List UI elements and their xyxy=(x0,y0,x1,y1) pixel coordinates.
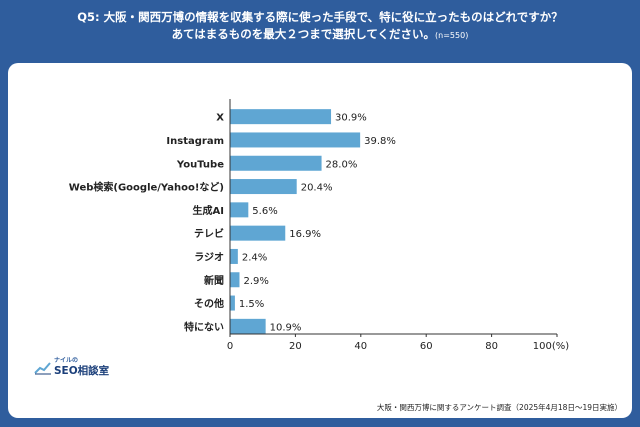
data-label: 1.5% xyxy=(239,299,264,310)
data-label: 10.9% xyxy=(270,322,302,333)
bar xyxy=(230,318,266,334)
bar xyxy=(230,295,235,311)
bar xyxy=(230,109,332,125)
logo-text: SEO相談室 xyxy=(54,365,110,377)
x-tick-label: 20 xyxy=(289,341,302,352)
x-tick-label: 40 xyxy=(354,341,367,352)
category-label: Instagram xyxy=(166,136,224,147)
data-label: 5.6% xyxy=(252,206,277,217)
category-label: YouTube xyxy=(176,159,224,170)
x-tick-label: 0 xyxy=(227,341,233,352)
data-label: 28.0% xyxy=(326,159,358,170)
data-label: 30.9% xyxy=(335,113,367,124)
x-tick-label: 80 xyxy=(485,341,498,352)
trend-chart-icon xyxy=(34,362,51,375)
category-label: X xyxy=(216,113,224,124)
bar xyxy=(230,272,240,288)
category-label: ラジオ xyxy=(194,251,224,263)
category-label: 新聞 xyxy=(204,274,224,287)
data-label: 16.9% xyxy=(289,229,321,240)
data-label: 20.4% xyxy=(301,183,333,194)
category-label: 特にない xyxy=(184,320,224,333)
logo-subtext: ナイルの xyxy=(54,357,79,364)
data-label: 2.4% xyxy=(242,252,267,263)
bar xyxy=(230,155,322,171)
chart-card: X 30.9% Instagram 39.8% YouTube 28.0% Web検索(Go… xyxy=(8,63,632,418)
category-label: その他 xyxy=(194,297,224,310)
category-label: Web検索(Google/Yahoo!など) xyxy=(69,181,224,194)
data-label: 2.9% xyxy=(243,276,268,287)
bar xyxy=(230,179,297,195)
question-title: Q5: 大阪・関西万博の情報を収集する際に使った手段で、特に役に立ったものはどれ… xyxy=(10,9,630,44)
source-note: 大阪・関西万博に関するアンケート調査（2025年4月18日〜19日実施） xyxy=(376,403,622,412)
question-text: Q5: 大阪・関西万博の情報を収集する際に使った手段で、特に役に立ったものはどれ… xyxy=(77,10,563,24)
data-label: 39.8% xyxy=(364,136,396,147)
question-instruction: あてはまるものを最大２つまで選択してください。(n=550) xyxy=(10,26,630,44)
bar xyxy=(230,248,238,264)
category-label: 生成AI xyxy=(193,204,224,217)
x-tick-label: 60 xyxy=(420,341,433,352)
sample-size: (n=550) xyxy=(435,31,469,40)
instruction-text: あてはまるものを最大２つまで選択してください。 xyxy=(171,27,436,41)
bar xyxy=(230,225,286,241)
bar xyxy=(230,132,361,148)
x-tick-label: 100(%) xyxy=(533,341,569,352)
bar xyxy=(230,202,249,218)
category-label: テレビ xyxy=(194,227,224,240)
bar-chart: X 30.9% Instagram 39.8% YouTube 28.0% Web検索(Go… xyxy=(69,99,569,352)
